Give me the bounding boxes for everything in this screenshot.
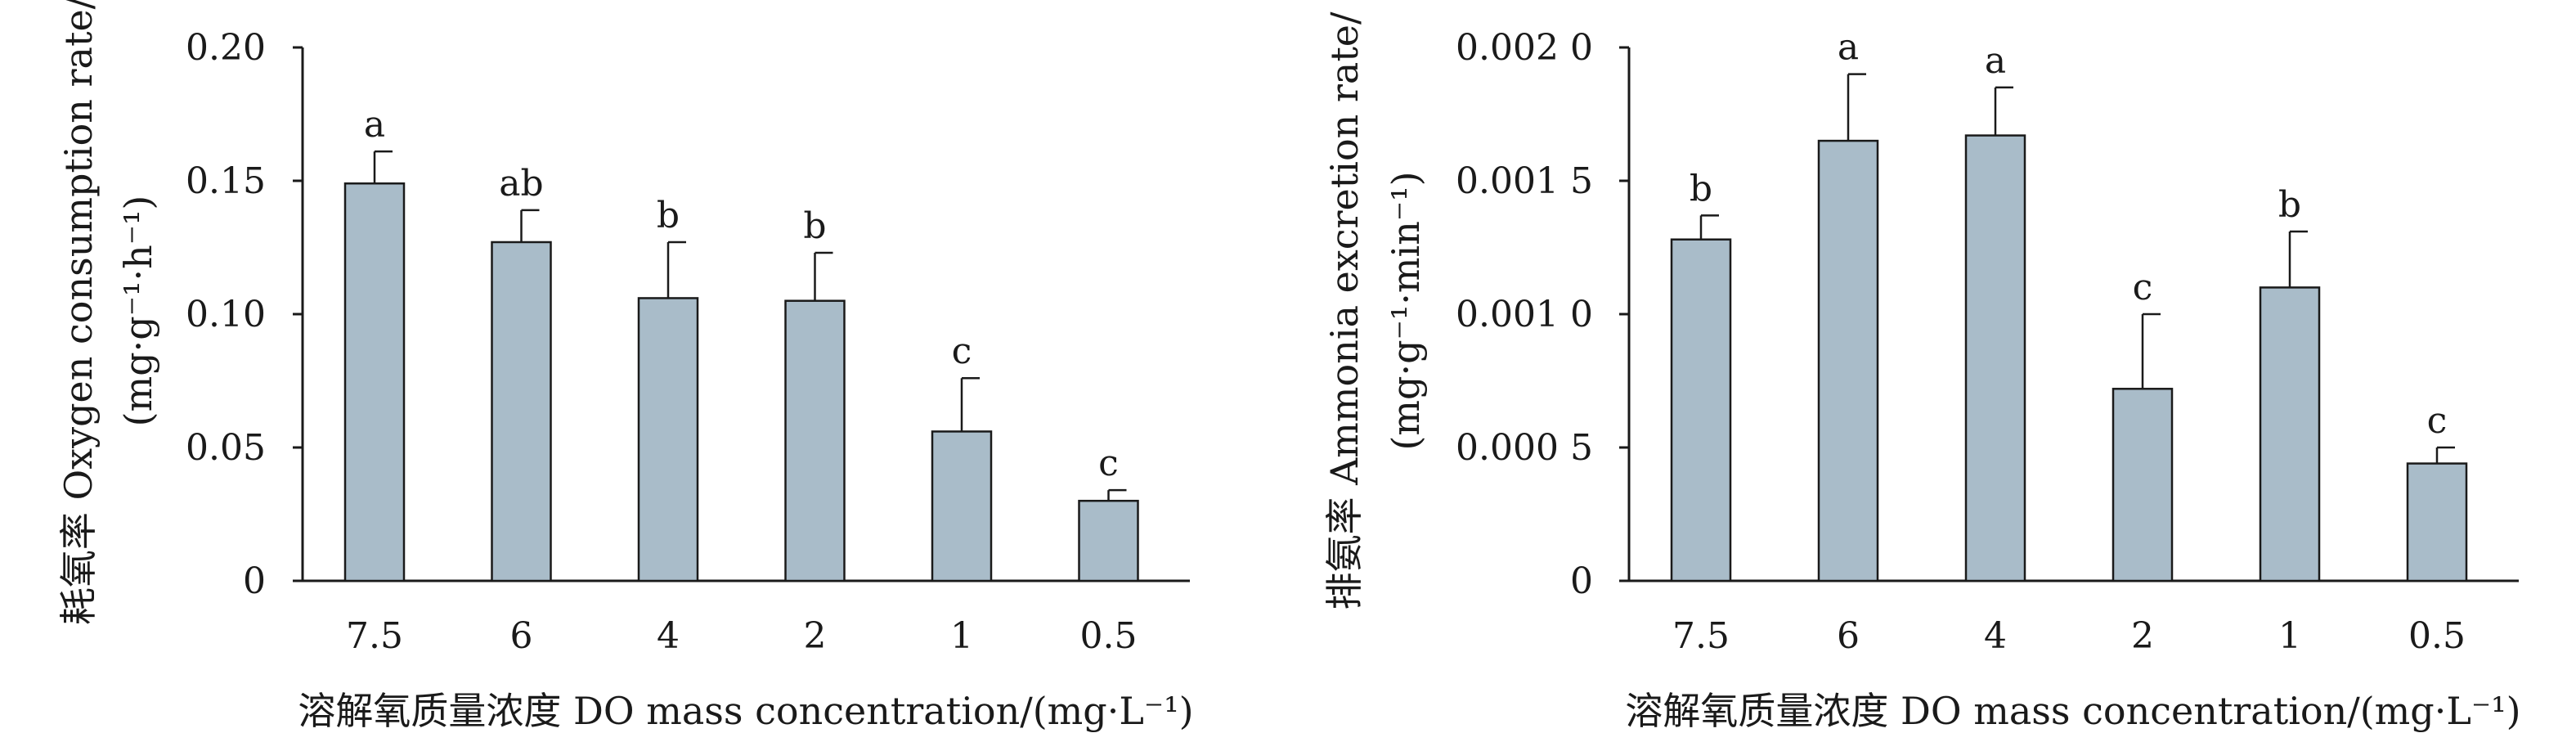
left-ylabel: 耗氧率 Oxygen consumption rate/ [56,0,101,625]
left-ylabel-line2: (mg·g⁻¹·h⁻¹) [116,196,160,427]
x-tick-label: 7.5 [1672,615,1730,657]
significance-label: c [2427,400,2448,442]
y-tick-label: 0.05 [186,427,266,469]
y-tick-label: 0.15 [186,160,266,202]
right-xlabel: 溶解氧质量浓度 DO mass concentration/(mg·L⁻¹) [1625,689,2520,733]
x-tick-label: 0.5 [2408,615,2466,657]
right-ylabel: 排氨率 Ammonia excretion rate/ [1322,11,1367,610]
x-tick-label: 0.5 [1080,615,1138,657]
right-ylabel-units: (mg·g⁻¹·min⁻¹) [1384,171,1428,450]
x-tick-label: 1 [950,615,973,657]
y-tick-label: 0.001 5 [1456,160,1593,202]
significance-label: b [803,205,826,247]
bar-7.5 [1670,238,1732,582]
x-tick-label: 1 [2278,615,2301,657]
right-x-ticks: 7.5 6 4 2 1 0.5 [1672,615,2466,657]
left-ylabel-line1: 耗氧率 Oxygen consumption rate/ [56,0,101,625]
bar-1 [2259,286,2321,582]
ammonia-excretion-chart: 排氨率 Ammonia excretion rate/ (mg·g⁻¹·min⁻… [1322,11,2521,733]
x-tick-label: 4 [1984,615,2007,657]
y-tick-label: 0.000 5 [1456,427,1593,469]
significance-label: a [1838,27,1859,69]
y-tick-label: 0.001 0 [1456,294,1593,335]
significance-label: b [657,195,680,236]
x-tick-label: 4 [657,615,680,657]
significance-label: c [1098,443,1119,484]
left-ylabel-units: (mg·g⁻¹·h⁻¹) [116,196,160,427]
x-tick-label: 6 [1837,615,1860,657]
bar-4 [637,297,699,582]
bar-1 [931,430,993,582]
right-ylabel-line2: (mg·g⁻¹·min⁻¹) [1384,171,1428,450]
y-tick-label: 0.002 0 [1456,27,1593,69]
x-tick-label: 7.5 [346,615,403,657]
significance-label: ab [499,163,543,205]
right-y-ticks: 0 0.000 5 0.001 0 0.001 5 0.002 0 [1456,27,1629,602]
bar-0.5 [1078,499,1139,582]
significance-label: c [952,331,972,372]
bar-2 [784,299,846,582]
significance-label: c [2133,267,2153,308]
right-bars: b a a c b c [1670,27,2468,582]
x-tick-label: 2 [2131,615,2154,657]
x-tick-label: 2 [804,615,827,657]
left-xlabel: 溶解氧质量浓度 DO mass concentration/(mg·L⁻¹) [298,689,1193,733]
left-x-ticks: 7.5 6 4 2 1 0.5 [346,615,1137,657]
x-tick-label: 6 [510,615,533,657]
right-ylabel-line1: 排氨率 Ammonia excretion rate/ [1322,11,1367,610]
y-tick-label: 0.10 [186,294,266,335]
y-tick-label: 0.20 [186,27,266,69]
oxygen-consumption-chart: 耗氧率 Oxygen consumption rate/ (mg·g⁻¹·h⁻¹… [56,0,1194,733]
bar-7.5 [343,182,406,582]
bar-4 [1964,134,2026,582]
bar-6 [1817,139,1879,582]
y-tick-label: 0 [243,560,266,602]
significance-label: a [1985,40,2006,82]
significance-label: b [2278,184,2301,226]
bar-6 [491,241,552,582]
y-tick-label: 0 [1570,560,1593,602]
left-bars: a ab b b c c [343,104,1139,582]
bar-2 [2112,388,2174,582]
significance-label: a [364,104,385,146]
left-y-ticks: 0 0.05 0.10 0.15 0.20 [186,27,303,602]
significance-label: b [1690,168,1712,209]
bar-0.5 [2406,462,2468,582]
